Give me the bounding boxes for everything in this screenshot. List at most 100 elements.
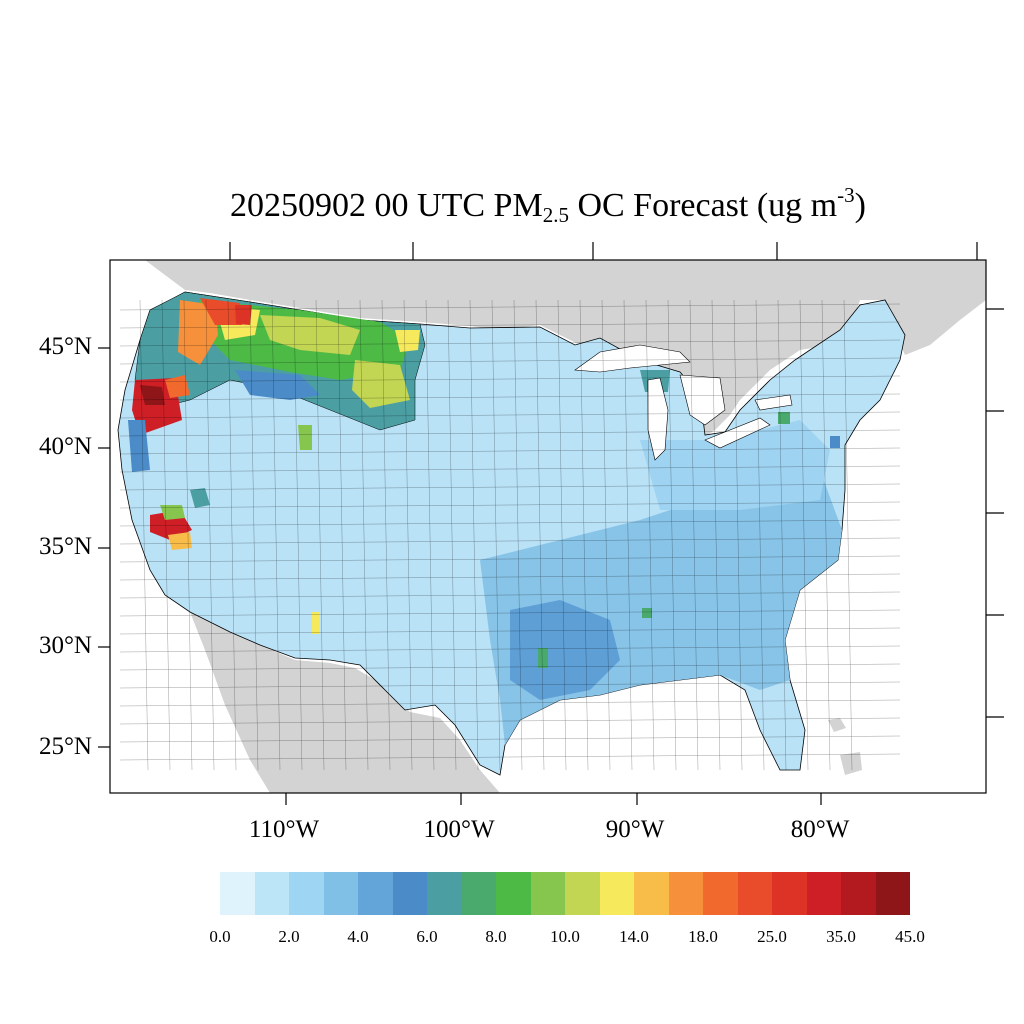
county-line bbox=[119, 375, 901, 383]
county-line bbox=[119, 339, 901, 347]
county-line bbox=[119, 609, 901, 617]
colorbar-swatch bbox=[392, 872, 427, 915]
county-line bbox=[337, 299, 347, 771]
colorbar-swatch bbox=[875, 872, 910, 915]
county-line bbox=[119, 699, 901, 707]
colorbar-swatch bbox=[530, 872, 565, 915]
colorbar-label: 8.0 bbox=[485, 927, 507, 946]
map-title: 20250902 00 UTC PM2.5 OC Forecast (ug m-… bbox=[0, 183, 1024, 228]
lon-label-80w: 80°W bbox=[790, 816, 850, 843]
colorbar-label: 25.0 bbox=[757, 927, 787, 946]
county-line bbox=[403, 299, 413, 771]
county-line bbox=[645, 299, 655, 771]
county-line bbox=[535, 299, 545, 771]
county-line bbox=[271, 299, 281, 771]
colorbar-swatch bbox=[254, 872, 289, 915]
colorbar-swatch bbox=[323, 872, 358, 915]
oregon-darkred bbox=[140, 385, 165, 405]
county-line bbox=[119, 357, 901, 365]
county-line bbox=[119, 411, 901, 419]
county-line bbox=[119, 717, 901, 725]
lat-label-35: 35°N bbox=[38, 533, 92, 560]
title-superscript: -3 bbox=[837, 183, 855, 207]
colorbar-swatch bbox=[806, 872, 841, 915]
lat-label-30: 30°N bbox=[38, 632, 92, 659]
county-line bbox=[799, 299, 809, 771]
county-line bbox=[183, 299, 193, 771]
lat-label-25: 25°N bbox=[38, 733, 92, 760]
california-orange bbox=[168, 532, 192, 550]
county-line bbox=[119, 573, 901, 581]
county-line bbox=[119, 735, 901, 743]
title-suffix: ) bbox=[854, 187, 866, 224]
county-line bbox=[843, 299, 853, 771]
county-grid bbox=[119, 299, 901, 771]
map-frame bbox=[109, 259, 987, 794]
oregon-orangered bbox=[165, 375, 190, 398]
county-line bbox=[667, 299, 677, 771]
cuba-land bbox=[840, 752, 862, 775]
county-line bbox=[119, 303, 901, 311]
colorbar-label: 6.0 bbox=[416, 927, 438, 946]
texas-green bbox=[538, 648, 548, 668]
county-line bbox=[119, 663, 901, 671]
county-line bbox=[623, 299, 633, 771]
lon-label-110w: 110°W bbox=[248, 816, 320, 843]
colorbar-swatch bbox=[220, 872, 255, 915]
colorbar-label: 2.0 bbox=[278, 927, 300, 946]
county-line bbox=[425, 299, 435, 771]
county-line bbox=[119, 645, 901, 653]
colorbar-swatch bbox=[599, 872, 634, 915]
county-line bbox=[381, 299, 391, 771]
title-subscript: 2.5 bbox=[542, 203, 569, 227]
nevada-teal bbox=[190, 488, 210, 508]
county-line bbox=[733, 299, 743, 771]
colorbar-swatch bbox=[496, 872, 531, 915]
colorbar-swatch bbox=[427, 872, 462, 915]
county-line bbox=[119, 753, 901, 761]
county-line bbox=[469, 299, 479, 771]
colorbar-swatch bbox=[565, 872, 600, 915]
county-line bbox=[161, 299, 171, 771]
colorbar-swatch bbox=[737, 872, 772, 915]
wyoming-green bbox=[298, 425, 312, 450]
county-line bbox=[249, 299, 259, 771]
county-line bbox=[119, 537, 901, 545]
county-line bbox=[447, 299, 457, 771]
northwest-yellowgreen bbox=[260, 315, 360, 355]
colorbar-swatch bbox=[461, 872, 496, 915]
washington-red bbox=[200, 298, 242, 325]
county-line bbox=[119, 429, 901, 437]
colorbar-swatch bbox=[703, 872, 738, 915]
colorbar-label: 35.0 bbox=[826, 927, 856, 946]
arizona-yellow bbox=[312, 612, 320, 634]
lat-label-40: 40°N bbox=[38, 433, 92, 460]
county-line bbox=[821, 299, 831, 771]
county-line bbox=[119, 519, 901, 527]
county-line bbox=[513, 299, 523, 771]
county-line bbox=[293, 299, 303, 771]
county-line bbox=[359, 299, 369, 771]
gulf-dark bbox=[510, 600, 620, 700]
county-line bbox=[119, 555, 901, 563]
county-line bbox=[557, 299, 567, 771]
lake-superior bbox=[574, 344, 691, 373]
bahamas-land bbox=[828, 718, 846, 732]
county-line bbox=[119, 393, 901, 401]
colorbar-label: 4.0 bbox=[347, 927, 369, 946]
county-line bbox=[711, 299, 721, 771]
colorbar-label: 14.0 bbox=[619, 927, 649, 946]
county-line bbox=[139, 299, 149, 771]
county-line bbox=[119, 321, 901, 329]
county-line bbox=[315, 299, 325, 771]
colorbar-swatch bbox=[772, 872, 807, 915]
washington-orange bbox=[178, 300, 218, 365]
county-line bbox=[689, 299, 699, 771]
lake-ontario bbox=[754, 394, 793, 411]
colorbar-label: 0.0 bbox=[209, 927, 231, 946]
county-line bbox=[119, 447, 901, 455]
montana-yellow bbox=[395, 330, 420, 352]
mississippi-green bbox=[642, 608, 652, 618]
county-line bbox=[755, 299, 765, 771]
